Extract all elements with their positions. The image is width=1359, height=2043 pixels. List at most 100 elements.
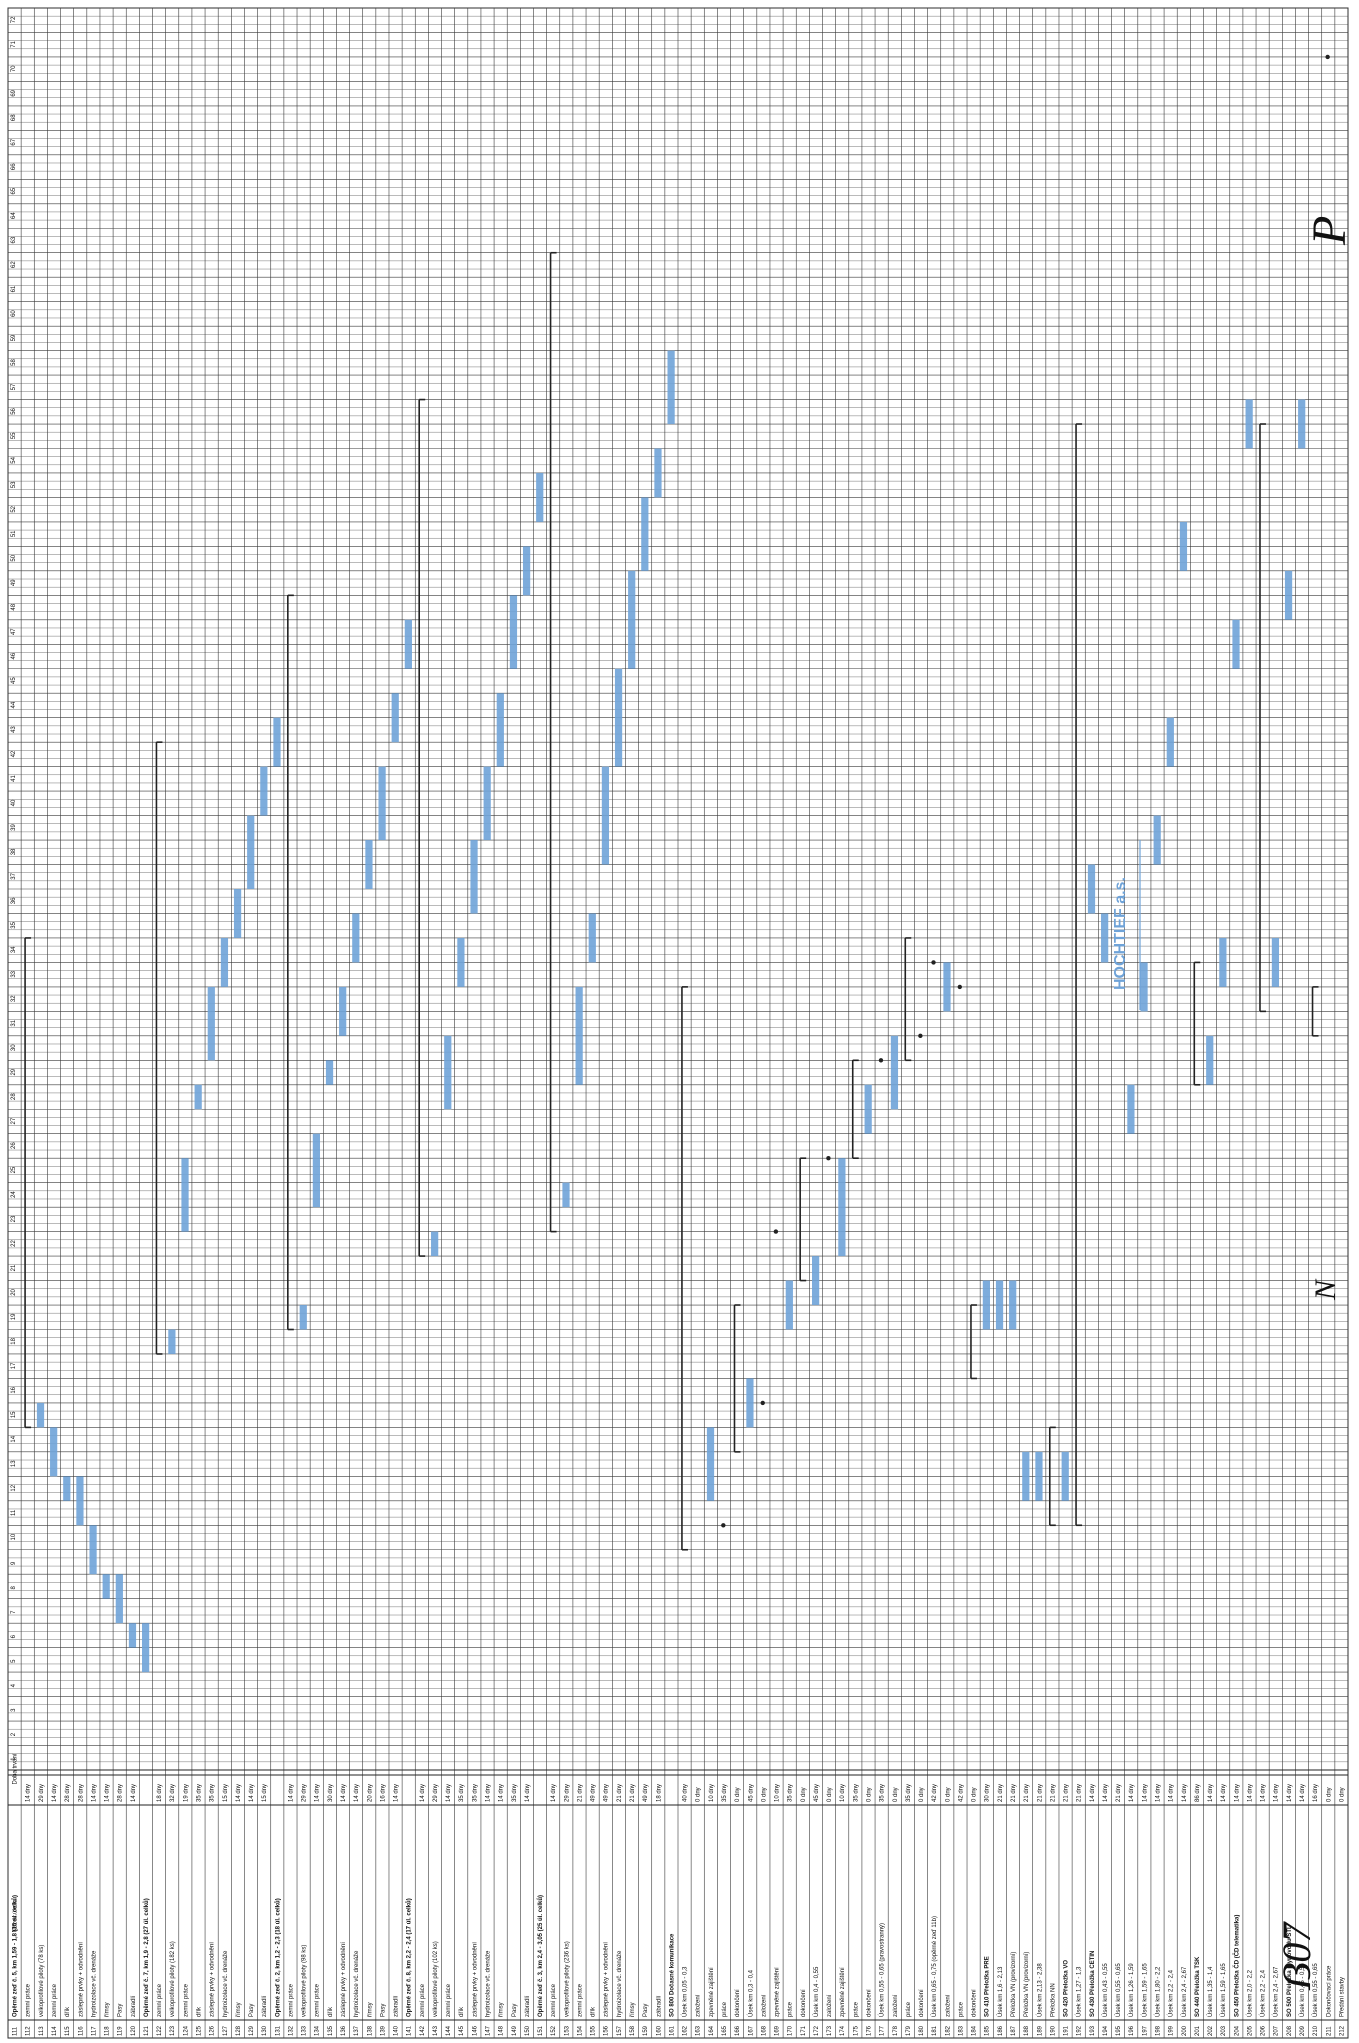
task-name: Pasy xyxy=(118,2004,124,2017)
task-bar xyxy=(325,1060,334,1085)
task-id: 126 xyxy=(210,2025,216,2036)
task-name: zábradlí xyxy=(656,1995,662,2017)
timeline-tick-label: 14 xyxy=(11,1435,17,1442)
summary-bracket xyxy=(1259,423,1266,1013)
timeline-tick-label: 16 xyxy=(11,1386,17,1393)
task-duration: 32 dny xyxy=(170,1784,176,1802)
task-duration: 14 dny xyxy=(288,1784,294,1802)
task-id: 181 xyxy=(932,2025,938,2036)
task-duration: 14 dny xyxy=(394,1784,400,1802)
task-id: 206 xyxy=(1261,2025,1267,2036)
task-name: zábradlí xyxy=(262,1995,268,2017)
task-id: 168 xyxy=(761,2025,767,2036)
task-name: Úsek km 2,2 - 2,4 xyxy=(1260,1969,1267,2017)
task-duration: 0 dny xyxy=(801,1787,807,1802)
timeline-tick-label: 38 xyxy=(11,848,17,855)
task-name: záslepné prvky + odvodnění xyxy=(78,1942,84,2017)
task-duration: 21 dny xyxy=(1037,1784,1043,1802)
timeline-tick-label: 44 xyxy=(11,701,17,708)
task-name: velkoprofilové piloty (102 ks) xyxy=(433,1941,439,2017)
timeline-tick-label: 51 xyxy=(11,530,17,537)
task-bar xyxy=(483,766,491,841)
task-bar xyxy=(1271,937,1280,987)
timeline-tick-label: 19 xyxy=(11,1313,17,1320)
task-id: 136 xyxy=(341,2025,347,2036)
task-bar xyxy=(194,1084,202,1110)
task-duration: 20 dny xyxy=(367,1784,373,1802)
task-duration: 35 dny xyxy=(196,1784,202,1802)
task-duration: 0 dny xyxy=(893,1787,899,1802)
task-bar xyxy=(890,1035,899,1110)
task-duration: 86 dny xyxy=(1195,1784,1201,1802)
task-duration: 49 dny xyxy=(591,1784,597,1802)
timeline-tick-label: 32 xyxy=(11,995,17,1002)
task-id: 121 xyxy=(144,2025,150,2036)
milestone-dot xyxy=(760,1400,765,1406)
task-bar xyxy=(1153,815,1161,865)
task-name: Dokončovací práce xyxy=(1326,1965,1332,2017)
task-bar xyxy=(233,889,242,938)
task-name: práce xyxy=(788,2001,794,2017)
task-id: 189 xyxy=(1037,2025,1043,2036)
task-duration: 14 dny xyxy=(1261,1784,1267,1802)
timeline-tick-label: 24 xyxy=(11,1191,17,1198)
task-duration: 0 dny xyxy=(866,1787,872,1802)
task-duration: 0 dny xyxy=(735,1787,741,1802)
task-name: zemní práce xyxy=(183,1983,189,2017)
task-duration: 14 dny xyxy=(131,1784,137,1802)
task-duration: 10 dny xyxy=(709,1784,715,1802)
task-duration: 30 dny xyxy=(328,1784,334,1802)
task-bar xyxy=(431,1231,439,1257)
company-stamp: HOCHTIEF a.s. xyxy=(1112,877,1129,990)
task-duration: 45 dny xyxy=(748,1784,754,1802)
timeline-tick-label: 53 xyxy=(11,481,17,488)
task-id: 177 xyxy=(880,2025,886,2036)
task-bar xyxy=(142,1623,150,1673)
task-name: velkoprofilové piloty (182 ks) xyxy=(170,1941,176,2017)
task-name: Úsek km 2,0 - 2,2 xyxy=(1246,1969,1253,2017)
timeline-tick-label: 18 xyxy=(11,1337,17,1344)
task-duration: 49 dny xyxy=(604,1784,610,1802)
task-id: 152 xyxy=(551,2025,557,2036)
task-name: Úsek km 1,80 - 2,2 xyxy=(1155,1966,1162,2017)
task-name: zemní práce xyxy=(420,1983,426,2017)
task-bar xyxy=(102,1574,110,1599)
timeline-tick-label: 58 xyxy=(11,359,17,366)
task-id: 178 xyxy=(893,2025,899,2036)
task-name: práce xyxy=(722,2001,728,2017)
task-id: 179 xyxy=(906,2025,912,2036)
task-id: 210 xyxy=(1313,2025,1319,2036)
task-duration: 15 dny xyxy=(223,1784,229,1802)
task-bar xyxy=(1022,1451,1030,1501)
task-bar xyxy=(1101,913,1109,963)
task-name: zemní práce xyxy=(446,1983,452,2017)
task-name: zpevněné zajištění xyxy=(775,1967,781,2017)
task-bar xyxy=(299,1305,307,1330)
task-bar xyxy=(339,986,347,1036)
task-bar xyxy=(1245,399,1253,449)
task-name: Úsek km 0,05 - 0,3 xyxy=(682,1966,689,2017)
task-id: 135 xyxy=(328,2025,334,2036)
task-duration: 0 dny xyxy=(945,1787,951,1802)
task-id: 183 xyxy=(958,2025,964,2036)
task-bar xyxy=(168,1329,176,1354)
timeline-tick-label: 66 xyxy=(11,163,17,170)
task-bar xyxy=(509,595,518,669)
task-name: dřík xyxy=(328,2006,334,2017)
task-duration: 10 dny xyxy=(840,1784,846,1802)
task-name: zemní práce xyxy=(157,1983,163,2017)
task-id: 184 xyxy=(972,2025,978,2036)
task-id: 142 xyxy=(420,2025,426,2036)
task-name: římsy xyxy=(105,2002,111,2017)
task-id: 116 xyxy=(78,2026,84,2036)
timeline-tick-label: 23 xyxy=(11,1215,17,1222)
task-name: Úsek km 2,4 - 2,67 xyxy=(1181,1966,1188,2017)
task-duration: 14 dny xyxy=(52,1784,58,1802)
task-duration: 15 dny xyxy=(262,1784,268,1802)
task-id: 159 xyxy=(643,2025,649,2036)
task-id: 182 xyxy=(945,2025,951,2036)
task-id: 191 xyxy=(1064,2025,1070,2036)
task-name: práce xyxy=(906,2001,912,2017)
timeline-tick-label: 8 xyxy=(11,1585,17,1589)
